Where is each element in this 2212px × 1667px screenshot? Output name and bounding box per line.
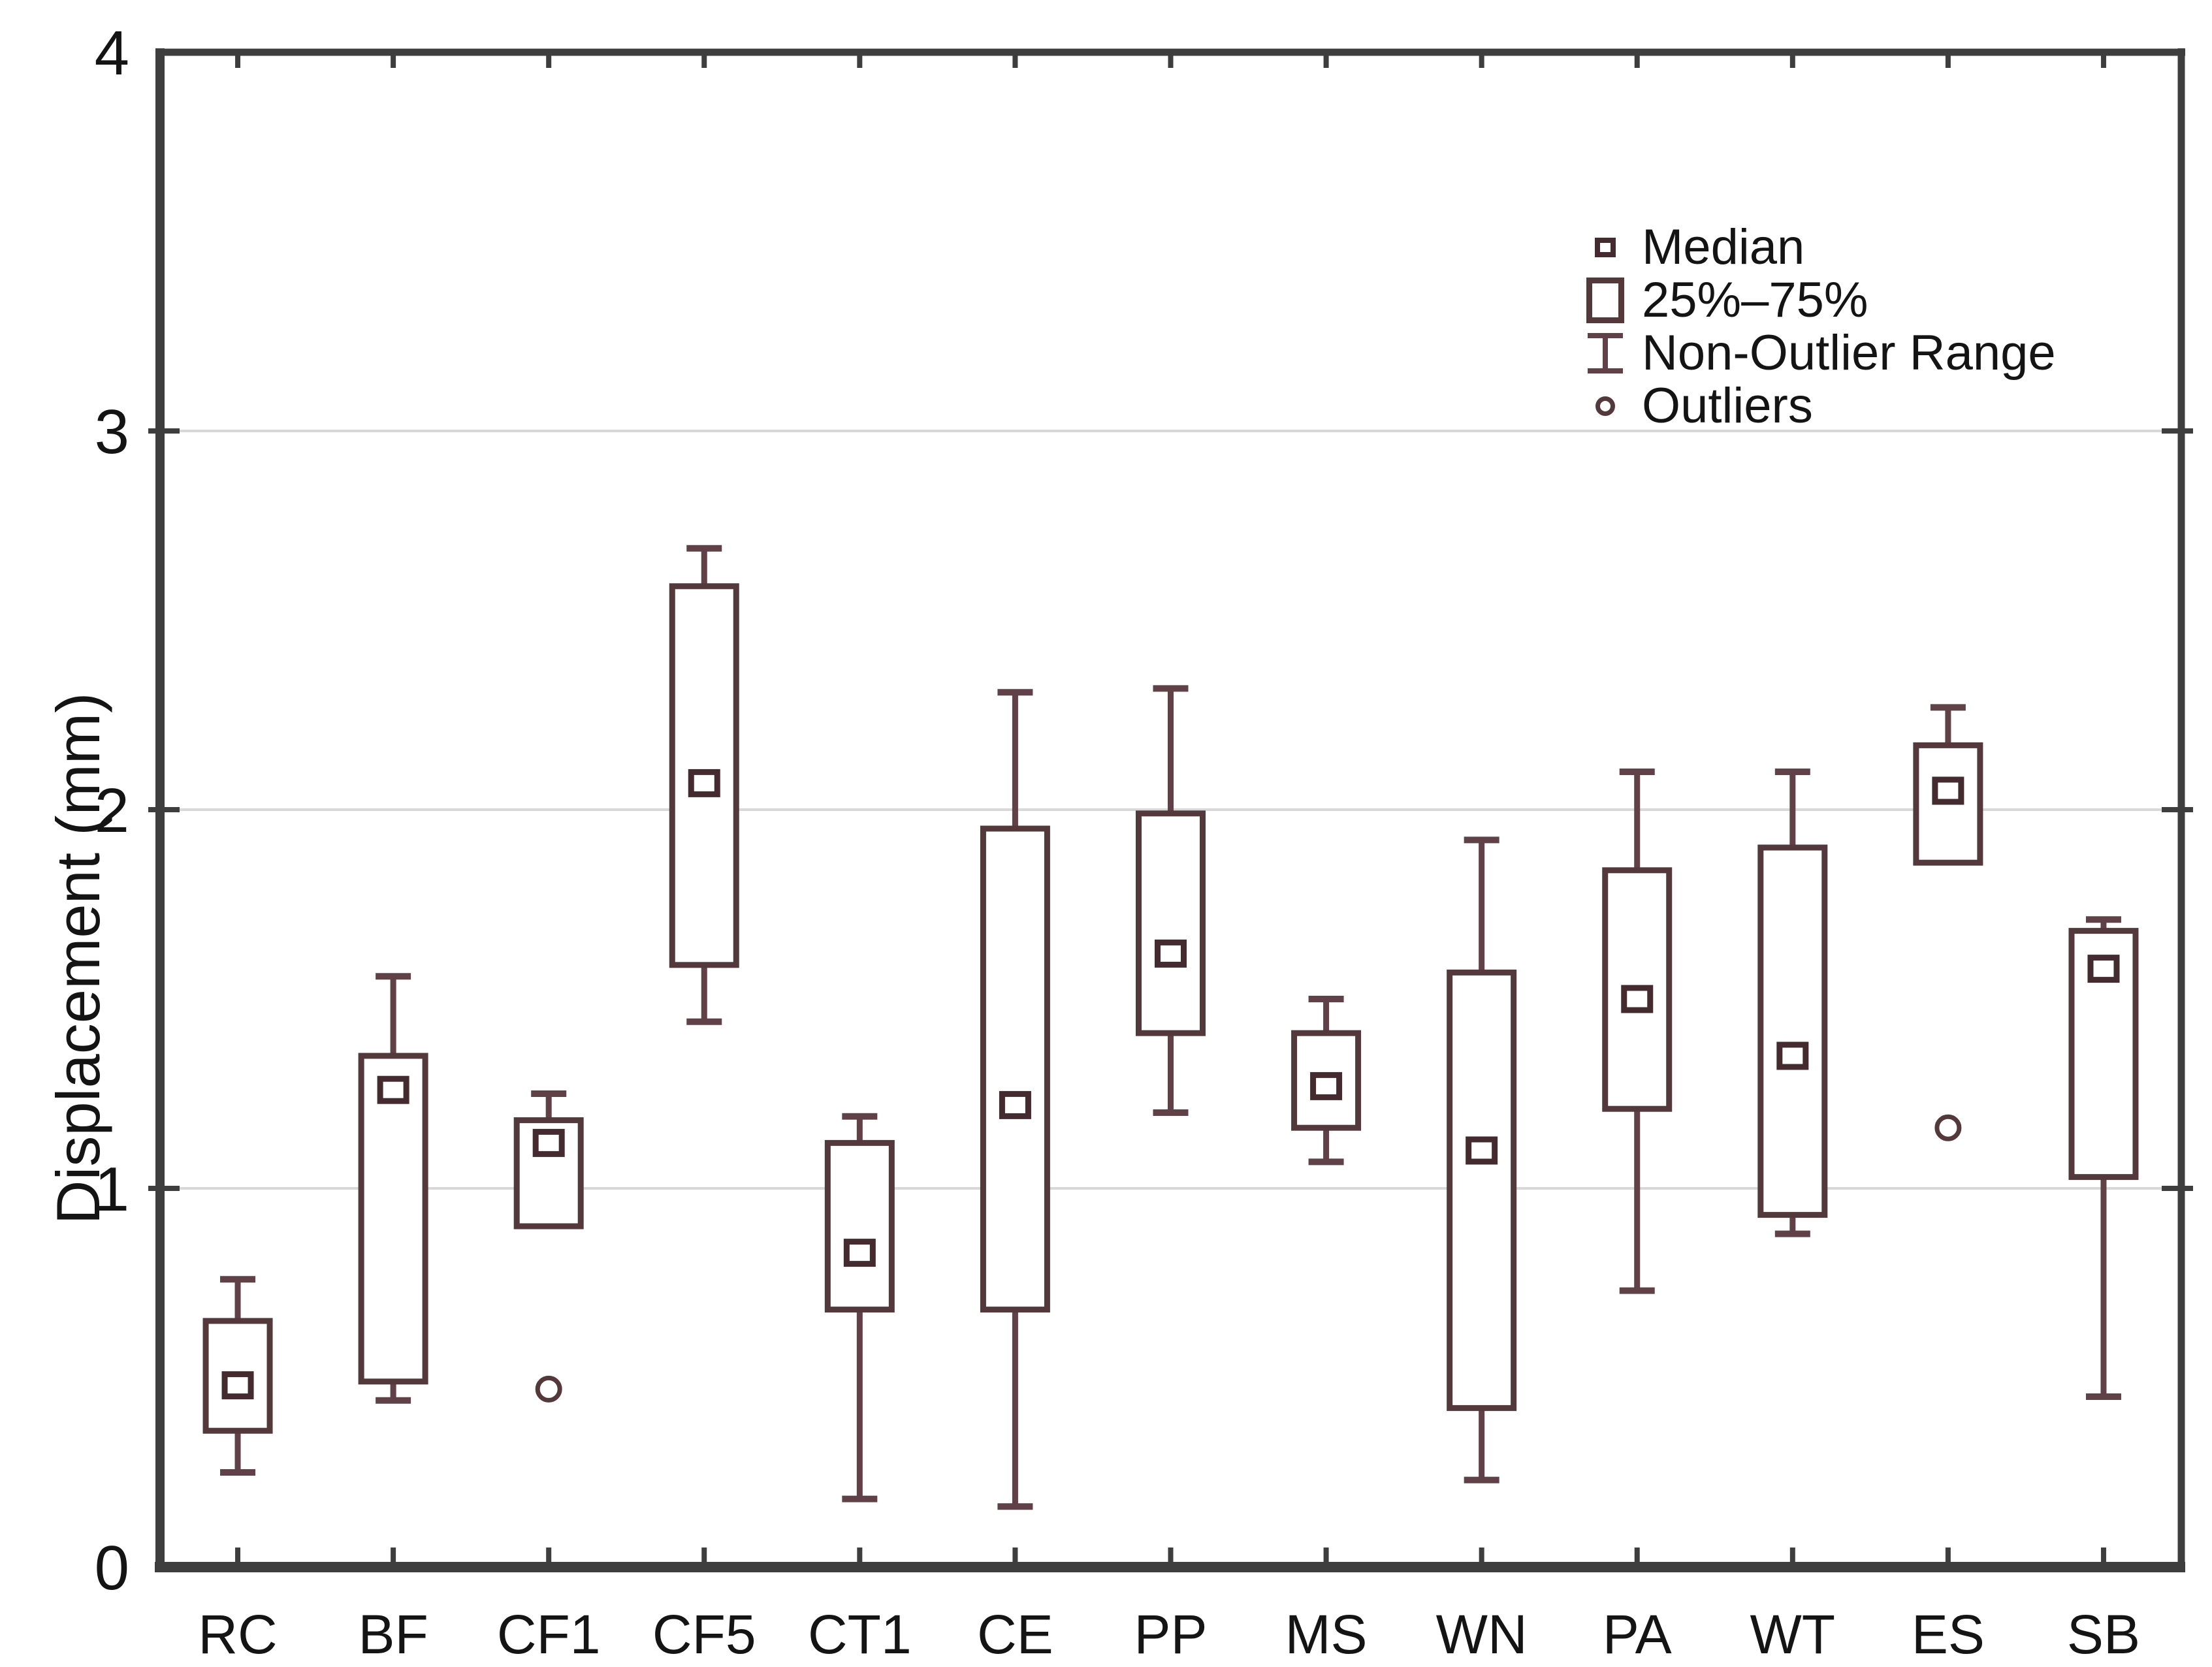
- legend-row-outliers: Outliers: [1569, 379, 2056, 432]
- legend-label-nonoutlier: Non-Outlier Range: [1642, 325, 2056, 381]
- iqr-box-icon: [1586, 277, 1624, 323]
- legend: Median 25%–75% Non-Outlier Range Outlier…: [1569, 221, 2056, 432]
- outlier-circle-icon: [1595, 396, 1615, 416]
- median-marker-WN: [1466, 1136, 1498, 1165]
- y-axis-title: Displacement (mm): [44, 692, 112, 1225]
- x-tick-label-WT: WT: [1750, 1604, 1836, 1665]
- legend-label-outliers: Outliers: [1642, 377, 1813, 434]
- legend-marker-cell: [1569, 237, 1642, 257]
- median-marker-icon: [1595, 237, 1616, 257]
- x-tick-label-PA: PA: [1603, 1604, 1672, 1665]
- median-marker-PA: [1621, 985, 1654, 1013]
- legend-marker-cell: [1569, 332, 1642, 375]
- x-tick-label-CT1: CT1: [808, 1604, 912, 1665]
- y-tick-label-2: 2: [95, 776, 129, 846]
- iqr-box-CT1: [824, 1139, 895, 1313]
- x-tick-label-SB: SB: [2067, 1604, 2140, 1665]
- median-marker-WT: [1776, 1041, 1809, 1070]
- median-marker-RC: [221, 1371, 254, 1400]
- x-tick-label-CF5: CF5: [652, 1604, 756, 1665]
- x-tick-label-WN: WN: [1436, 1604, 1528, 1665]
- outlier-CF1-0: [535, 1375, 562, 1403]
- median-marker-CF5: [688, 769, 720, 797]
- y-tick-label-0: 0: [95, 1533, 129, 1603]
- iqr-box-WN: [1447, 969, 1517, 1411]
- legend-row-iqr: 25%–75%: [1569, 274, 2056, 326]
- iqr-box-BF: [358, 1053, 428, 1385]
- x-tick-label-MS: MS: [1285, 1604, 1368, 1665]
- y-tick-label-4: 4: [95, 18, 129, 88]
- x-tick-label-CF1: CF1: [497, 1604, 601, 1665]
- y-tick-label-3: 3: [95, 397, 129, 467]
- iqr-box-WT: [1757, 844, 1828, 1218]
- median-marker-CT1: [843, 1239, 876, 1267]
- median-marker-PP: [1155, 939, 1187, 968]
- median-marker-BF: [377, 1075, 409, 1104]
- median-marker-CF1: [532, 1128, 565, 1157]
- legend-label-median: Median: [1642, 219, 1805, 275]
- median-marker-CE: [999, 1090, 1031, 1119]
- legend-label-iqr: 25%–75%: [1642, 272, 1868, 328]
- legend-row-median: Median: [1569, 221, 2056, 274]
- legend-row-nonoutlier: Non-Outlier Range: [1569, 326, 2056, 379]
- legend-marker-cell: [1569, 396, 1642, 416]
- x-tick-label-CE: CE: [977, 1604, 1053, 1665]
- outlier-ES-0: [1934, 1114, 1962, 1141]
- median-marker-ES: [1932, 776, 1964, 805]
- x-tick-label-PP: PP: [1134, 1604, 1207, 1665]
- x-tick-label-BF: BF: [358, 1604, 428, 1665]
- legend-marker-cell: [1569, 277, 1642, 323]
- non-outlier-range-icon: [1588, 332, 1623, 373]
- median-marker-SB: [2087, 955, 2120, 983]
- iqr-box-CE: [980, 825, 1050, 1313]
- x-tick-label-RC: RC: [198, 1604, 277, 1665]
- x-tick-label-ES: ES: [1912, 1604, 1985, 1665]
- median-marker-MS: [1310, 1072, 1343, 1100]
- iqr-box-PP: [1136, 810, 1206, 1036]
- iqr-box-MS: [1291, 1030, 1362, 1131]
- y-tick-label-1: 1: [95, 1154, 129, 1224]
